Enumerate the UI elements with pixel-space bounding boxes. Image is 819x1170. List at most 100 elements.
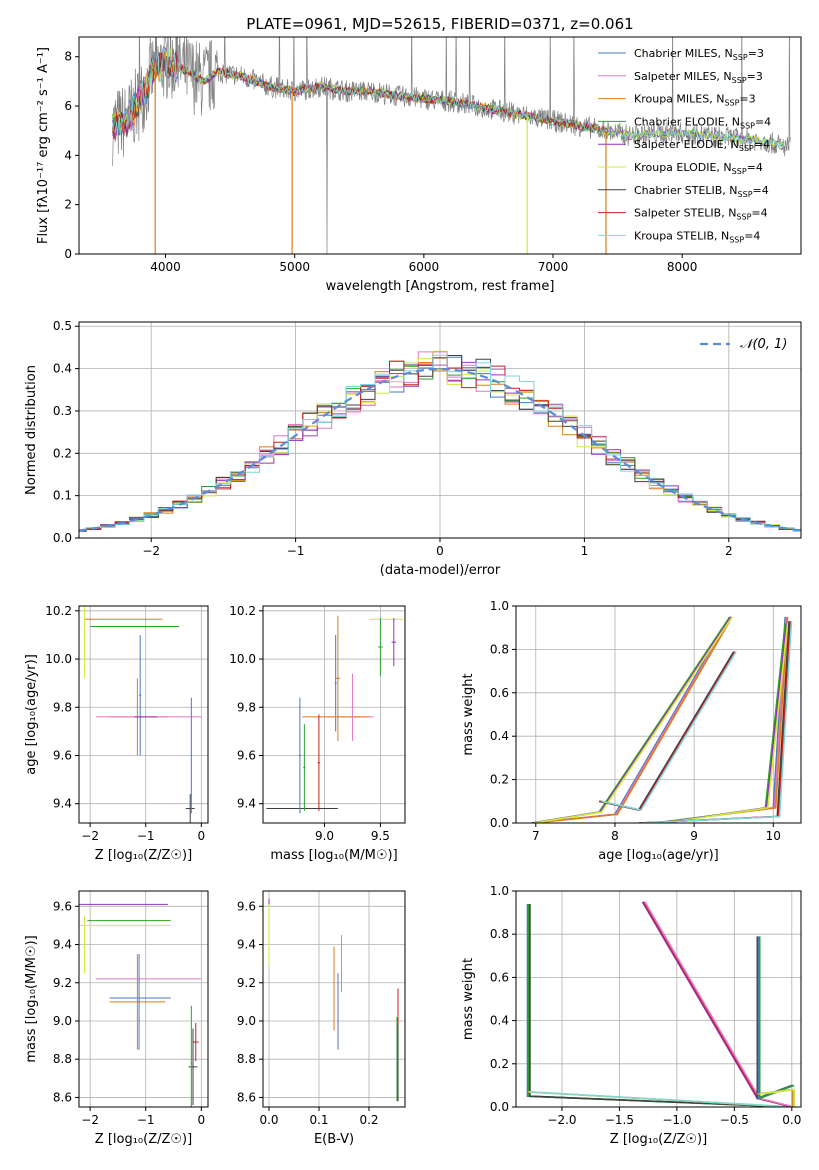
x-tick-label: −1.0 [662, 1113, 691, 1127]
legend-label: Chabrier STELIB, NSSP=4 [634, 184, 769, 199]
y-tick-label: 10.2 [229, 604, 256, 618]
y-tick-label: 0.0 [490, 816, 509, 830]
y-tick-label: 8.8 [53, 1052, 72, 1066]
x-tick-label: 7000 [538, 260, 569, 274]
mass-vs-extinction-panel: 0.0 0.1 0.2 8.6 8.8 9.0 9.2 9.4 9.6 E(B-V) [237, 890, 406, 1147]
y-tick-label: 1.0 [490, 599, 509, 613]
y-tick-label: 9.4 [237, 938, 256, 952]
y-tick-label: 0.4 [490, 1014, 509, 1028]
legend-label: Chabrier ELODIE, NSSP=4 [634, 115, 771, 130]
mass-weight-line [641, 901, 792, 1107]
x-tick-label: 0 [436, 544, 444, 558]
mass-weight-line [601, 651, 737, 811]
y-tick-label: 9.0 [237, 1014, 256, 1028]
y-tick-label: 9.4 [237, 797, 256, 811]
axes-frame [78, 605, 209, 824]
mass-weight-line [644, 901, 795, 1107]
legend-label: Salpeter ELODIE, NSSP=4 [634, 138, 770, 153]
y-tick-label: 4 [64, 148, 72, 162]
x-axis-label: Z [log₁₀(Z/Z☉)] [95, 848, 192, 863]
axes-frame [78, 890, 209, 1108]
y-tick-label: 0.2 [490, 1057, 509, 1071]
x-tick-label: 9 [690, 829, 698, 843]
axes-frame [262, 890, 406, 1108]
x-tick-label: 10 [766, 829, 781, 843]
x-tick-label: −1.5 [605, 1113, 634, 1127]
mass-weight-line [757, 936, 794, 1100]
y-axis-label: mass [log₁₀(M/M☉)] [24, 935, 39, 1062]
spectrum-title: PLATE=0961, MJD=52615, FIBERID=0371, z=0… [246, 15, 633, 33]
y-tick-label: 0.4 [53, 362, 72, 376]
y-tick-label: 8.6 [53, 1090, 72, 1104]
y-tick-label: 0.6 [490, 686, 509, 700]
mass-weight-vs-metallicity-panel: −2.0 −1.5 −1.0 −0.5 0.0 0.0 0.2 0.4 0.6 0.8 1.0 Z [… [461, 884, 802, 1147]
mass-weight-line [532, 616, 732, 823]
plot-area [112, 37, 791, 254]
legend-label: Kroupa MILES, NSSP=3 [634, 93, 756, 108]
x-tick-label: 0.1 [309, 1113, 328, 1127]
x-tick-label: 8000 [667, 260, 698, 274]
y-tick-label: 0.0 [490, 1100, 509, 1114]
x-tick-label: 4000 [150, 260, 181, 274]
y-tick-label: 6 [64, 99, 72, 113]
x-tick-label: 8 [611, 829, 619, 843]
y-tick-label: 9.4 [53, 938, 72, 952]
y-tick-label: 0.3 [53, 404, 72, 418]
x-tick-label: −2 [81, 1113, 99, 1127]
y-tick-label: 9.8 [53, 700, 72, 714]
y-tick-label: 9.4 [53, 797, 72, 811]
x-tick-label: −1 [137, 829, 155, 843]
y-tick-label: 8 [64, 50, 72, 64]
axes-frame [515, 890, 802, 1108]
x-tick-label: 2 [725, 544, 733, 558]
y-tick-label: 8.8 [237, 1052, 256, 1066]
histogram-step-line [79, 357, 801, 532]
y-axis-label: mass weight [461, 958, 476, 1040]
normal-reference-curve [79, 367, 801, 532]
y-tick-label: 0.2 [490, 773, 509, 787]
x-axis-label: wavelength [Angstrom, rest frame] [326, 279, 555, 294]
y-tick-label: 10.0 [229, 652, 256, 666]
y-tick-label: 0.8 [490, 927, 509, 941]
y-tick-label: 0.1 [53, 489, 72, 503]
axes-frame [262, 605, 406, 824]
plot-area [268, 898, 399, 1102]
axes-frame [515, 605, 802, 824]
plot-area [84, 606, 202, 823]
x-axis-label: (data-model)/error [380, 563, 501, 578]
x-tick-label: 0.0 [782, 1113, 801, 1127]
y-tick-label: 9.6 [237, 899, 256, 913]
mass-weight-line [758, 936, 795, 1100]
plot-area [79, 903, 202, 1107]
legend-label: Salpeter STELIB, NSSP=4 [634, 207, 768, 222]
y-tick-label: 9.0 [53, 1014, 72, 1028]
y-tick-label: 9.6 [237, 748, 256, 762]
x-axis-label: mass [log₁₀(M/M☉)] [270, 848, 397, 863]
y-tick-label: 9.6 [53, 899, 72, 913]
histogram-step-line [79, 354, 801, 532]
legend-label: Kroupa STELIB, NSSP=4 [634, 229, 760, 244]
y-tick-label: 9.6 [53, 748, 72, 762]
plot-area [79, 350, 801, 532]
x-axis-label: Z [log₁₀(Z/Z☉)] [95, 1132, 192, 1147]
mass-weight-line [600, 651, 736, 811]
mass-weight-line [756, 936, 793, 1100]
y-tick-label: 0 [64, 247, 72, 261]
y-axis-label: age [log₁₀(age/yr)] [24, 654, 39, 775]
y-tick-label: 10.2 [45, 604, 72, 618]
y-tick-label: 0.5 [53, 319, 72, 333]
y-tick-label: 0.0 [53, 531, 72, 545]
y-tick-label: 0.2 [53, 446, 72, 460]
x-tick-label: 0 [198, 1113, 206, 1127]
plot-area [526, 901, 795, 1107]
x-tick-label: 1 [581, 544, 589, 558]
mass-weight-line [534, 616, 733, 823]
axes-frame [78, 321, 802, 539]
plot-area [531, 616, 793, 823]
legend-label: Kroupa ELODIE, NSSP=4 [634, 161, 763, 176]
x-axis-label: Z [log₁₀(Z/Z☉)] [610, 1132, 707, 1147]
y-tick-label: 9.8 [237, 700, 256, 714]
x-tick-label: −1 [137, 1113, 155, 1127]
y-axis-label: Flux [fλ10⁻¹⁷ erg cm⁻² s⁻¹ A⁻¹] [36, 47, 51, 244]
